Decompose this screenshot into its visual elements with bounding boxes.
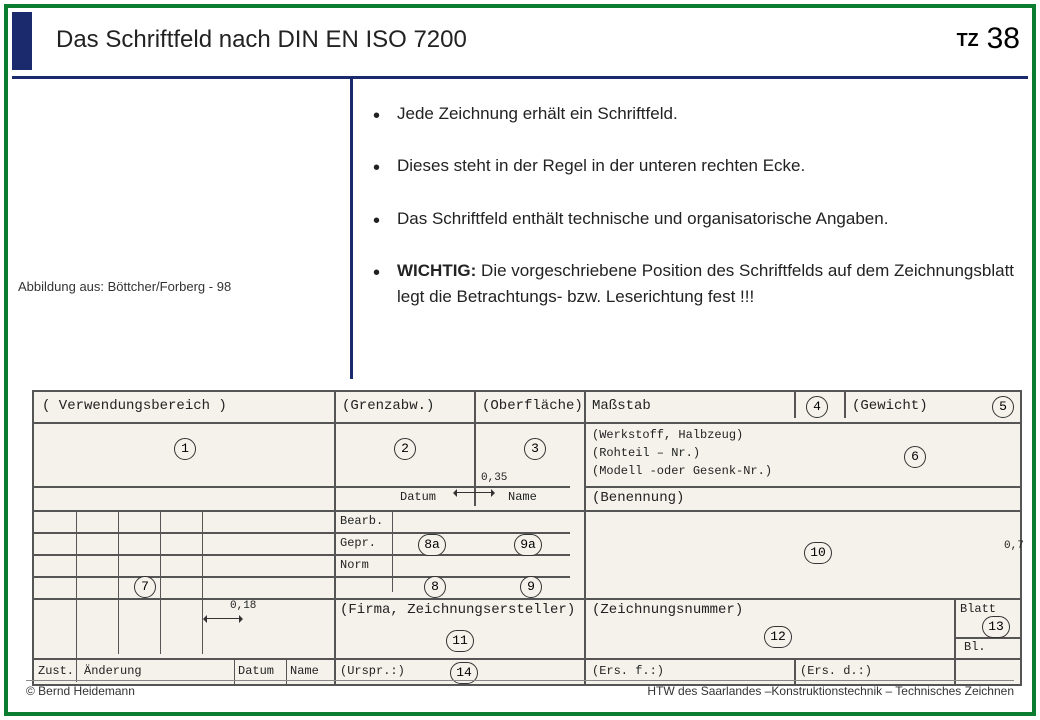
bullet-4: WICHTIG: Die vorgeschriebene Position de… (373, 258, 1018, 311)
vertical-divider (350, 79, 353, 379)
circle-4: 4 (806, 396, 828, 418)
circle-9a: 9a (514, 534, 542, 556)
course-code: TZ (957, 12, 987, 51)
figure-caption: Abbildung aus: Böttcher/Forberg - 98 (18, 279, 231, 294)
figure-caption-area: Abbildung aus: Böttcher/Forberg - 98 (12, 79, 350, 379)
label-norm: Norm (340, 558, 369, 572)
page-number: 38 (987, 12, 1028, 56)
label-gewicht: (Gewicht) (852, 398, 928, 414)
slide-footer: © Bernd Heidemann HTW des Saarlandes –Ko… (26, 680, 1014, 698)
circle-12: 12 (764, 626, 792, 648)
bullet-4-strong: WICHTIG: (397, 261, 476, 280)
circle-8: 8 (424, 576, 446, 598)
bullets-area: Jede Zeichnung erhält ein Schriftfeld. D… (373, 79, 1028, 379)
content-row: Abbildung aus: Böttcher/Forberg - 98 Jed… (12, 79, 1028, 379)
label-oberfl: (Oberfläche) (482, 398, 583, 414)
bullet-3: Das Schriftfeld enthält technische und o… (373, 206, 1018, 232)
dim-035: 0,35 (481, 472, 507, 484)
bullet-4-rest: Die vorgeschriebene Position des Schrift… (397, 261, 1014, 306)
label-name2: Name (290, 664, 319, 678)
dim-07: 0,7 (1004, 540, 1024, 552)
label-ersf: (Ers. f.:) (592, 664, 664, 678)
circle-3: 3 (524, 438, 546, 460)
circle-10: 10 (804, 542, 832, 564)
label-werkstoff: (Werkstoff, Halbzeug) (592, 428, 743, 442)
label-aenderung: Änderung (84, 664, 142, 678)
label-gepr: Gepr. (340, 536, 376, 550)
circle-5: 5 (992, 396, 1014, 418)
label-name: Name (508, 490, 537, 504)
circle-6: 6 (904, 446, 926, 468)
bullet-1: Jede Zeichnung erhält ein Schriftfeld. (373, 101, 1018, 127)
titleblock-diagram: ( Verwendungsbereich ) (Grenzabw.) (Ober… (32, 390, 1022, 686)
bullet-2: Dieses steht in der Regel in der unteren… (373, 153, 1018, 179)
label-bearb: Bearb. (340, 514, 383, 528)
label-datum2: Datum (238, 664, 274, 678)
page-title: Das Schriftfeld nach DIN EN ISO 7200 (56, 12, 957, 54)
label-massstab: Maßstab (592, 398, 651, 414)
label-ersd: (Ers. d.:) (800, 664, 872, 678)
label-bl: Bl. (964, 640, 986, 654)
label-modell: (Modell -oder Gesenk-Nr.) (592, 464, 772, 478)
label-rohteil: (Rohteil – Nr.) (592, 446, 700, 460)
circle-13: 13 (982, 616, 1010, 638)
circle-7: 7 (134, 576, 156, 598)
accent-block (12, 12, 32, 70)
circle-2: 2 (394, 438, 416, 460)
circle-1: 1 (174, 438, 196, 460)
label-datum: Datum (400, 490, 436, 504)
label-firma: (Firma, Zeichnungsersteller) (340, 602, 575, 618)
footer-left: © Bernd Heidemann (26, 684, 135, 698)
slide-header: Das Schriftfeld nach DIN EN ISO 7200 TZ … (12, 12, 1028, 79)
label-zust: Zust. (38, 664, 74, 678)
circle-8a: 8a (418, 534, 446, 556)
label-blatt: Blatt (960, 602, 996, 616)
label-benennung: (Benennung) (592, 490, 684, 506)
label-verwendung: ( Verwendungsbereich ) (42, 398, 227, 414)
dim-018: 0,18 (230, 600, 256, 612)
circle-9: 9 (520, 576, 542, 598)
label-urspr: (Urspr.:) (340, 664, 405, 678)
label-znr: (Zeichnungsnummer) (592, 602, 743, 618)
circle-11: 11 (446, 630, 474, 652)
footer-right: HTW des Saarlandes –Konstruktionstechnik… (647, 684, 1014, 698)
label-grenzabw: (Grenzabw.) (342, 398, 434, 414)
